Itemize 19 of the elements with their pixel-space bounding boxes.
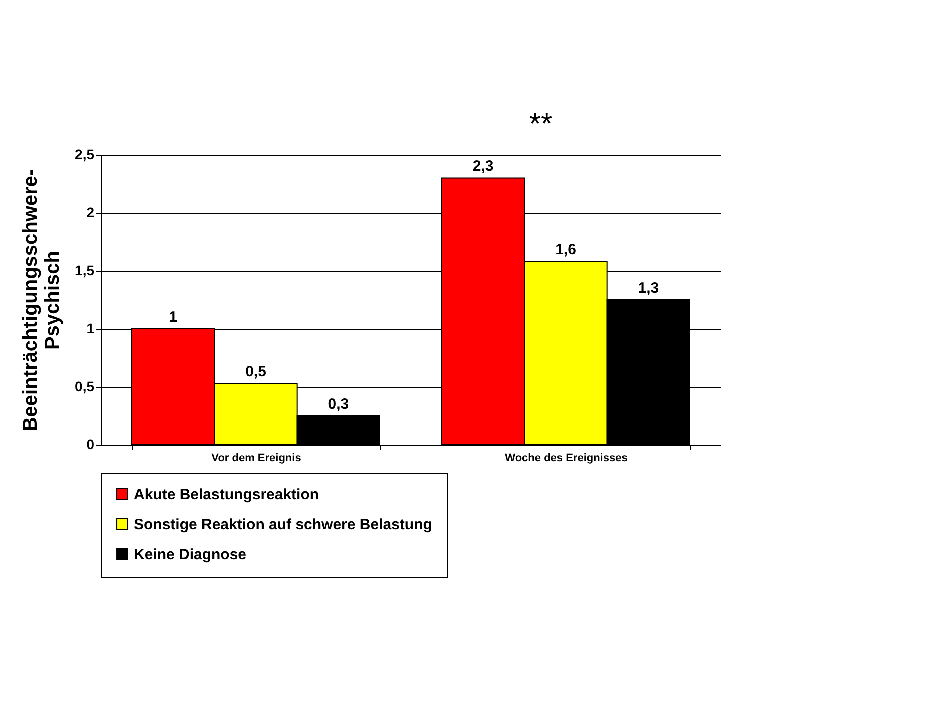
y-tick-label: 2 bbox=[86, 204, 95, 220]
text: ** bbox=[529, 108, 553, 141]
y-tick-label: 0,5 bbox=[75, 378, 95, 394]
legend-label: Akute Belastungsreaktion bbox=[134, 486, 320, 504]
y-axis-title: Beeinträchtigungsschwere- Psychisch bbox=[20, 169, 64, 432]
y-tick-label: 1,5 bbox=[75, 262, 95, 278]
data-label: 2,3 bbox=[472, 158, 494, 176]
data-label: 0,5 bbox=[246, 364, 266, 381]
y-tick-label: 2,5 bbox=[75, 146, 95, 162]
x-tick-label: Woche des Ereignisses bbox=[505, 452, 628, 464]
data-label: 1,3 bbox=[638, 280, 660, 297]
data-label: 1,6 bbox=[556, 242, 576, 259]
legend-label: Sonstige Reaktion auf schwere Belastung bbox=[134, 516, 432, 534]
legend-label: Keine Diagnose bbox=[134, 546, 247, 564]
y-tick-label: 1 bbox=[86, 320, 95, 336]
x-tick-label: Vor dem Ereignis bbox=[212, 452, 302, 464]
data-label: 0,3 bbox=[328, 396, 350, 413]
y-tick-label: 0 bbox=[86, 436, 95, 452]
data-label: 1 bbox=[169, 309, 178, 326]
